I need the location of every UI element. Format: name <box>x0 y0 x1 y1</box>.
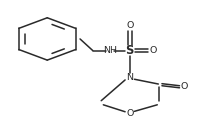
Text: S: S <box>126 44 134 57</box>
Text: O: O <box>126 21 134 30</box>
Text: NH: NH <box>103 46 117 55</box>
Text: O: O <box>126 109 134 118</box>
Text: O: O <box>149 46 157 55</box>
Text: N: N <box>126 73 133 82</box>
Text: O: O <box>180 82 187 91</box>
